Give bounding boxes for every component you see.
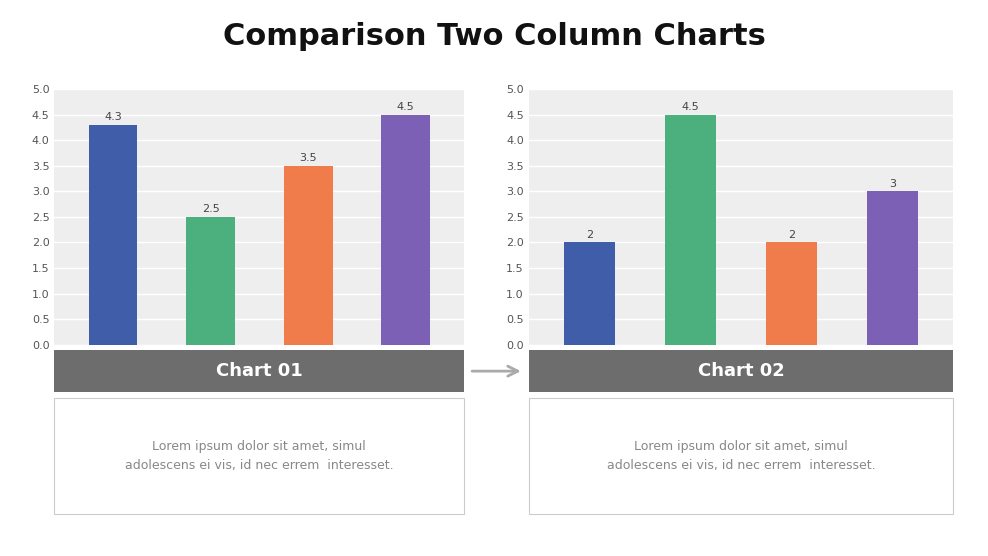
Text: 2: 2 xyxy=(586,230,593,240)
Text: 4.3: 4.3 xyxy=(104,112,122,122)
Text: 3: 3 xyxy=(889,178,896,188)
Bar xyxy=(867,191,918,345)
Bar xyxy=(564,242,615,345)
Bar xyxy=(767,242,817,345)
Text: Comparison Two Column Charts: Comparison Two Column Charts xyxy=(222,22,766,51)
Text: 4.5: 4.5 xyxy=(682,102,700,112)
Text: Chart 02: Chart 02 xyxy=(698,362,784,380)
Text: Chart 01: Chart 01 xyxy=(216,362,302,380)
Bar xyxy=(381,115,430,345)
Text: 4.5: 4.5 xyxy=(397,102,415,112)
Bar xyxy=(186,217,235,345)
Text: Lorem ipsum dolor sit amet, simul
adolescens ei vis, id nec errem  interesset.: Lorem ipsum dolor sit amet, simul adoles… xyxy=(607,440,875,472)
Text: 2.5: 2.5 xyxy=(202,204,219,214)
Text: Lorem ipsum dolor sit amet, simul
adolescens ei vis, id nec errem  interesset.: Lorem ipsum dolor sit amet, simul adoles… xyxy=(125,440,393,472)
Bar xyxy=(284,166,333,345)
Bar xyxy=(665,115,715,345)
Bar xyxy=(89,125,137,345)
Text: 3.5: 3.5 xyxy=(299,153,317,163)
Text: 2: 2 xyxy=(788,230,795,240)
